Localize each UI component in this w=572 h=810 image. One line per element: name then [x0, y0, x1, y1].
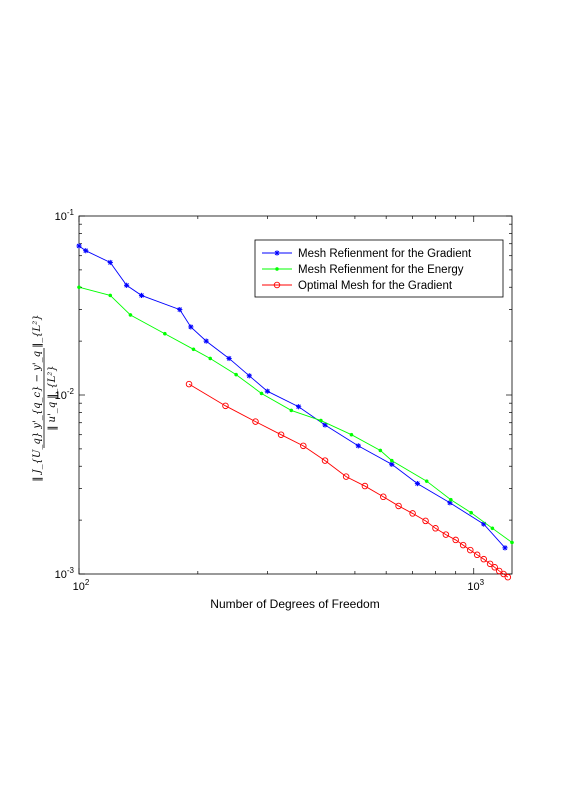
x-tick-label-base: 10 [73, 581, 85, 593]
data-point [361, 482, 369, 490]
data-point [319, 418, 323, 423]
y-axis-label-denominator: ‖ u'_q ‖_{L²} [47, 365, 58, 430]
data-point [300, 442, 307, 450]
y-tick-label-base: 10 [55, 569, 67, 581]
series-layer [76, 243, 514, 581]
legend-entry: Mesh Refienment for the Gradient [262, 248, 472, 260]
data-point [452, 536, 459, 544]
data-point [108, 293, 113, 298]
series-line [188, 383, 509, 578]
axis-ticks [78, 215, 512, 575]
x-tick-label: 102 [73, 578, 90, 593]
data-point [264, 388, 270, 394]
data-point [289, 408, 294, 413]
legend-swatch-marker [273, 281, 281, 289]
data-point [510, 540, 514, 545]
x-tick-label-exponent: 2 [85, 578, 90, 587]
data-point [449, 497, 453, 502]
legend-label: Mesh Refienment for the Energy [298, 264, 464, 276]
y-tick-label-exponent: -1 [67, 208, 75, 217]
data-point [389, 461, 395, 467]
x-tick-label: 103 [467, 578, 484, 593]
series-1 [77, 285, 514, 545]
legend: Mesh Refienment for the Gradient Mesh Ref… [254, 239, 504, 298]
y-axis-label: ‖ J_{U_q} y'_{q_c} − y'_q ‖_{L²} ‖ u'_q … [32, 314, 58, 481]
data-point [295, 404, 302, 410]
data-point [349, 432, 354, 437]
data-point [226, 355, 232, 362]
data-point [395, 502, 402, 510]
data-point [246, 373, 252, 379]
data-point [495, 567, 503, 575]
y-axis-label-numerator: ‖ J_{U_q} y'_{q_c} − y'_q ‖_{L²} [32, 314, 43, 481]
data-point [234, 372, 238, 377]
data-point [473, 551, 481, 559]
data-point [504, 573, 512, 581]
data-point [138, 292, 145, 299]
data-point [486, 560, 494, 568]
legend-label: Mesh Refienment for the Gradient [298, 248, 472, 260]
x-tick-label-base: 10 [467, 581, 479, 593]
data-point [342, 473, 350, 480]
data-point [480, 555, 487, 563]
data-point [188, 324, 194, 330]
series-2 [185, 380, 512, 581]
data-point [77, 285, 81, 290]
data-point [378, 448, 383, 453]
data-point [208, 356, 213, 361]
data-point [491, 564, 498, 571]
data-point [222, 402, 229, 410]
y-tick-label-base: 10 [55, 211, 67, 223]
data-point [459, 541, 467, 549]
data-point [380, 493, 387, 501]
x-tick-label-exponent: 3 [480, 578, 485, 587]
data-point [442, 531, 450, 538]
data-point [389, 458, 394, 463]
data-point [277, 431, 285, 438]
data-point [203, 338, 209, 344]
y-tick-label-exponent: -2 [67, 387, 75, 396]
data-point [467, 546, 474, 554]
data-point [469, 510, 474, 515]
data-point [191, 347, 196, 352]
series-0 [76, 243, 508, 551]
legend-box [254, 239, 504, 298]
data-point [424, 479, 429, 484]
legend-swatch-marker [274, 250, 280, 256]
data-point [322, 422, 328, 428]
x-axis-label: Number of Degrees of Freedom [210, 597, 379, 611]
legend-swatch-marker [275, 267, 279, 271]
legend-label: Optimal Mesh for the Gradient [298, 280, 453, 292]
data-point [107, 259, 113, 266]
series-line [78, 286, 513, 543]
data-point [163, 331, 167, 336]
y-tick-label: 10-3 [55, 566, 75, 581]
data-point [422, 517, 429, 525]
data-point [259, 391, 264, 396]
data-point [502, 545, 508, 551]
data-point [128, 313, 133, 317]
y-tick-label-exponent: -3 [67, 566, 75, 575]
data-point [76, 243, 82, 249]
data-point [409, 510, 416, 517]
data-point [500, 570, 507, 578]
y-tick-label-base: 10 [55, 390, 67, 402]
data-point [414, 480, 421, 487]
y-tick-label: 10-2 [55, 387, 75, 402]
y-tick-label: 10-1 [55, 208, 75, 223]
data-point [252, 418, 259, 425]
data-point [321, 457, 329, 464]
data-point [123, 282, 130, 288]
data-point [83, 248, 89, 254]
data-point [355, 443, 361, 449]
legend-entry: Mesh Refienment for the Energy [262, 264, 464, 276]
legend-entry: Optimal Mesh for the Gradient [262, 280, 453, 292]
data-point [432, 525, 439, 532]
data-point [490, 526, 495, 531]
data-point [185, 380, 193, 388]
data-point [177, 306, 183, 313]
